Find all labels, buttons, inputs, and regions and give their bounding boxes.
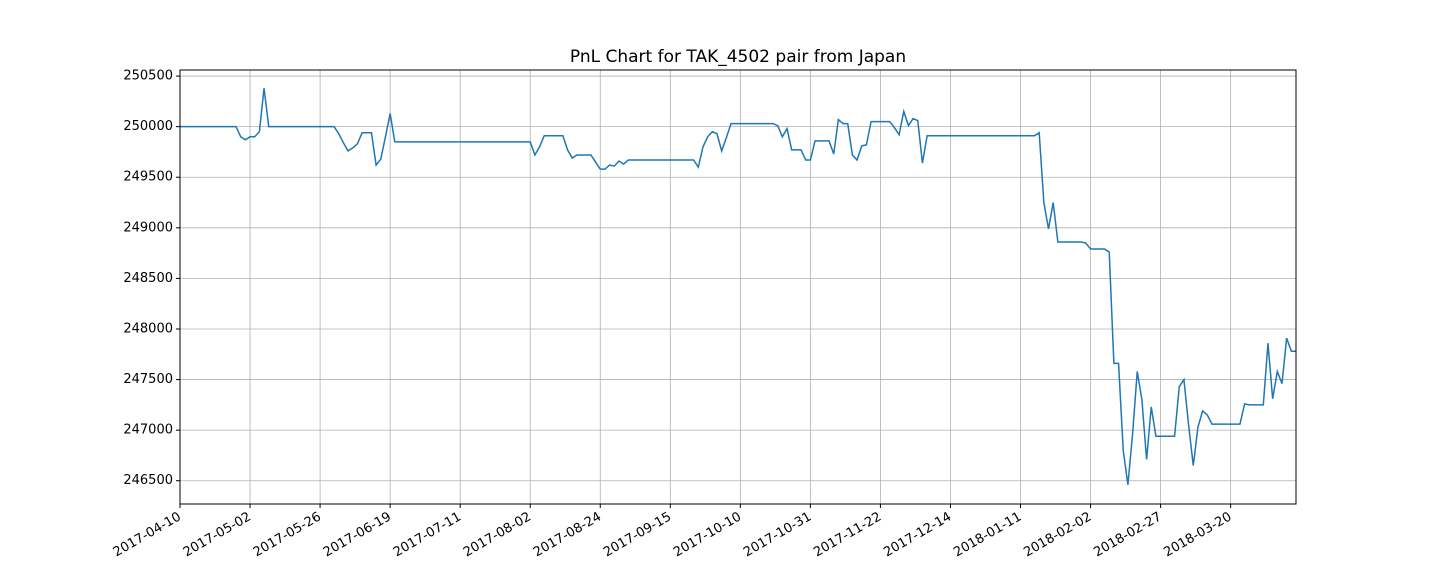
line (180, 88, 1296, 485)
x-tick-label: 2017-08-24 (531, 510, 604, 561)
y-tick-label: 249000 (123, 220, 173, 235)
x-tick-label: 2018-01-11 (951, 510, 1024, 561)
x-tick-label: 2017-05-26 (251, 510, 324, 561)
x-tick-label: 2017-08-02 (461, 510, 534, 561)
y-tick-label: 248000 (123, 321, 173, 336)
y-tick-label: 248500 (123, 271, 173, 286)
y-tick-label: 250000 (123, 119, 173, 134)
x-tick-label: 2018-03-20 (1161, 510, 1234, 561)
x-tick-label: 2018-02-27 (1091, 510, 1164, 561)
x-tick-label: 2017-07-11 (391, 510, 464, 561)
y-tick-label: 247500 (123, 372, 173, 387)
x-tick-label: 2017-12-14 (881, 510, 954, 561)
x-tick-label: 2017-10-10 (671, 510, 744, 561)
plot-frame (179, 69, 1297, 505)
x-tick-label: 2017-05-02 (181, 510, 254, 561)
y-tick-label: 246500 (123, 473, 173, 488)
x-tick-label: 2018-02-02 (1021, 510, 1094, 561)
y-tick-label: 247000 (123, 423, 173, 438)
x-tick-label: 2017-10-31 (741, 510, 814, 561)
x-tick-label: 2017-11-22 (811, 510, 884, 561)
x-tick-label: 2017-06-19 (321, 510, 394, 561)
x-tick-label: 2017-04-10 (111, 510, 184, 561)
y-tick-label: 249500 (123, 170, 173, 185)
y-tick-label: 250500 (123, 69, 173, 84)
x-tick-label: 2017-09-15 (601, 510, 674, 561)
chart-title: PnL Chart for TAK_4502 pair from Japan (570, 47, 906, 67)
